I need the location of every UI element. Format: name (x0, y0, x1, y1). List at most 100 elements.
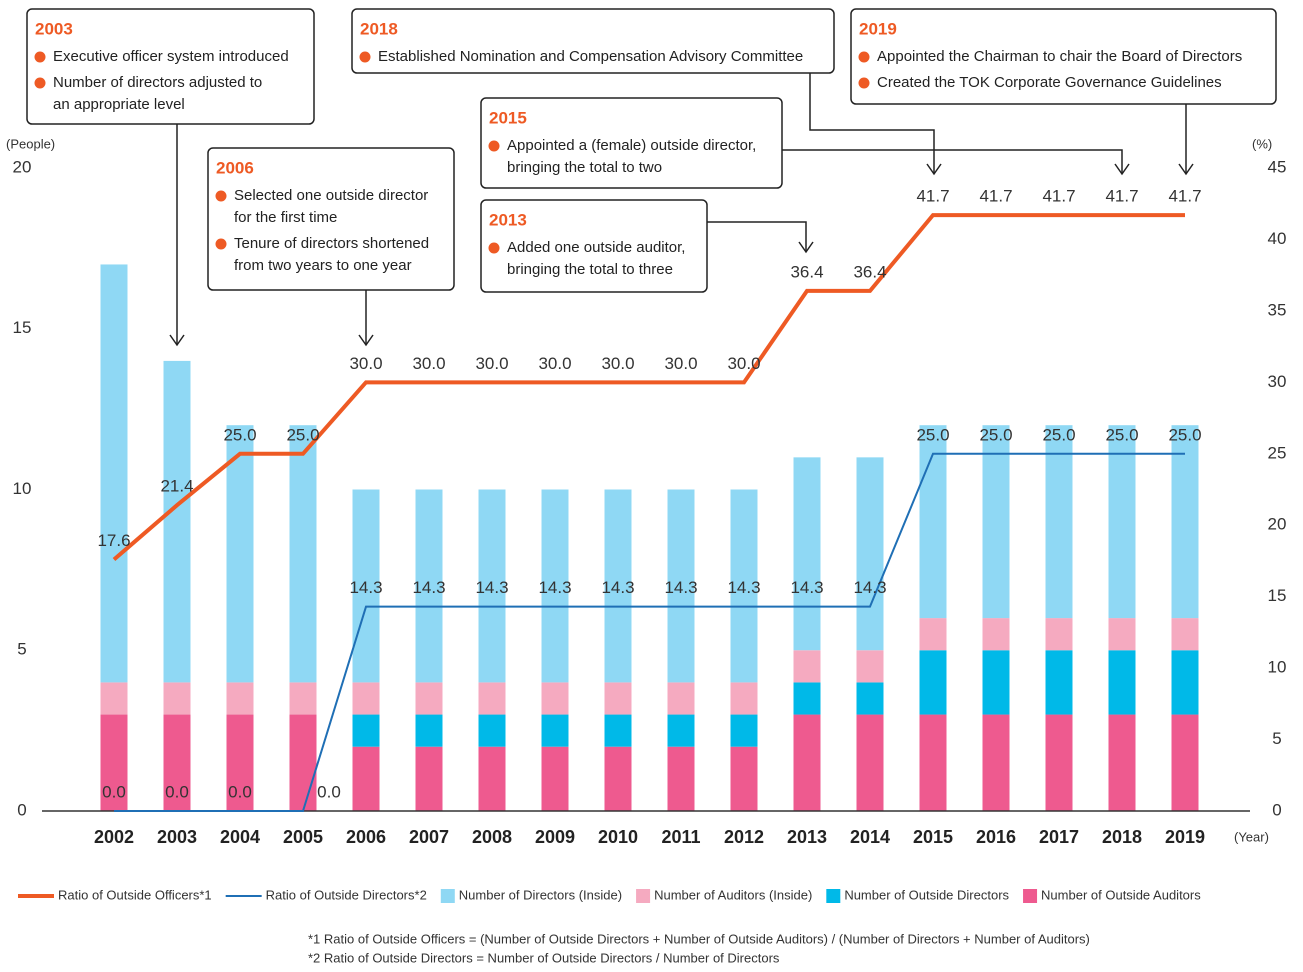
bar-segment (1045, 650, 1073, 715)
bar-segment (919, 618, 947, 651)
bar-segment (667, 489, 695, 683)
y2-tick-label: 25 (1268, 443, 1287, 462)
bar-segment (1045, 618, 1073, 651)
data-label: 30.0 (538, 354, 571, 373)
annotation-text: Established Nomination and Compensation … (378, 48, 803, 65)
annotation-title: 2018 (360, 19, 398, 38)
data-label: 0.0 (165, 782, 189, 801)
annotation-text: bringing the total to three (507, 261, 673, 278)
bar-segment (604, 682, 632, 715)
bar-segment (163, 682, 191, 715)
bar-segment (730, 714, 758, 747)
x-tick-label: 2018 (1102, 827, 1142, 847)
y-axis-label: (People) (6, 136, 55, 151)
bar-segment (1171, 425, 1199, 619)
data-label: 30.0 (601, 354, 634, 373)
x-axis-label: (Year) (1234, 829, 1269, 844)
data-label: 41.7 (1168, 187, 1201, 206)
arrow-line (707, 221, 807, 252)
bar-segment (226, 425, 254, 683)
x-tick-label: 2019 (1165, 827, 1205, 847)
data-label: 41.7 (1042, 187, 1075, 206)
bar-segment (919, 425, 947, 619)
annotation-text: Appointed a (female) outside director, (507, 137, 756, 154)
bar-segment (226, 714, 254, 811)
bar-segment (982, 650, 1010, 715)
bar-segment (352, 489, 380, 683)
bar-segment (1171, 714, 1199, 811)
bar-segment (793, 714, 821, 811)
legend-label: Ratio of Outside Directors*2 (266, 887, 427, 902)
legend-swatch (440, 889, 455, 903)
data-label: 25.0 (916, 425, 949, 444)
bar-segment (1108, 650, 1136, 715)
data-label: 14.3 (475, 578, 508, 597)
bar-segment (163, 714, 191, 811)
y2-tick-label: 0 (1272, 800, 1281, 819)
legend-label: Number of Auditors (Inside) (654, 887, 812, 902)
data-label: 0.0 (228, 782, 252, 801)
arrow-line (782, 149, 1123, 174)
line-series (114, 452, 1185, 812)
bar-segment (415, 746, 443, 811)
data-label: 30.0 (727, 354, 760, 373)
bullet (858, 51, 870, 63)
bar-segment (478, 746, 506, 811)
legend-swatch (826, 889, 841, 903)
x-tick-label: 2002 (94, 827, 134, 847)
footnote: *1 Ratio of Outside Officers = (Number o… (308, 931, 1090, 946)
y2-axis-label: (%) (1252, 136, 1272, 151)
bar-segment (352, 682, 380, 715)
bar-segment (919, 650, 947, 715)
annotation-title: 2015 (489, 108, 527, 127)
bar-segment (415, 714, 443, 747)
x-tick-label: 2005 (283, 827, 323, 847)
y-tick-label: 10 (13, 479, 32, 498)
bar-segment (100, 714, 128, 811)
data-label: 25.0 (223, 425, 256, 444)
data-label: 14.3 (664, 578, 697, 597)
line-series (112, 213, 1185, 562)
y-tick-label: 20 (13, 157, 32, 176)
bar-segment (352, 714, 380, 747)
footnote: *2 Ratio of Outside Directors = Number o… (308, 950, 780, 965)
y2-tick-label: 15 (1268, 586, 1287, 605)
data-label: 41.7 (979, 187, 1012, 206)
x-tick-label: 2012 (724, 827, 764, 847)
legend-label: Number of Directors (Inside) (459, 887, 622, 902)
bar-segment (289, 714, 317, 811)
annotation-text: Executive officer system introduced (53, 48, 289, 65)
bar-segment (415, 489, 443, 683)
bar-segment (541, 714, 569, 747)
y-tick-label: 0 (17, 800, 26, 819)
y-tick-label: 5 (17, 640, 26, 659)
data-label: 30.0 (349, 354, 382, 373)
data-label: 36.4 (853, 262, 886, 281)
x-tick-label: 2006 (346, 827, 386, 847)
data-label: 25.0 (1042, 425, 1075, 444)
annotation-text: Created the TOK Corporate Governance Gui… (877, 74, 1222, 91)
bar-segment (604, 489, 632, 683)
arrow-line (809, 73, 935, 174)
data-label: 14.3 (853, 578, 886, 597)
arrow-head (1114, 163, 1130, 176)
legend-label: Number of Outside Directors (844, 887, 1009, 902)
bar-segment (856, 714, 884, 811)
bar-segment (793, 682, 821, 715)
bullet (488, 242, 500, 254)
x-tick-label: 2013 (787, 827, 827, 847)
data-label: 30.0 (475, 354, 508, 373)
bullet (488, 140, 500, 152)
annotation-title: 2013 (489, 210, 527, 229)
x-tick-label: 2014 (850, 827, 890, 847)
bar-segment (289, 682, 317, 715)
bar-segment (730, 746, 758, 811)
data-label: 30.0 (664, 354, 697, 373)
data-label: 14.3 (538, 578, 571, 597)
bar-segment (604, 714, 632, 747)
y2-tick-label: 45 (1268, 157, 1287, 176)
bullet (858, 77, 870, 89)
data-label: 25.0 (979, 425, 1012, 444)
annotation-box (207, 147, 455, 291)
bullet (359, 51, 371, 63)
